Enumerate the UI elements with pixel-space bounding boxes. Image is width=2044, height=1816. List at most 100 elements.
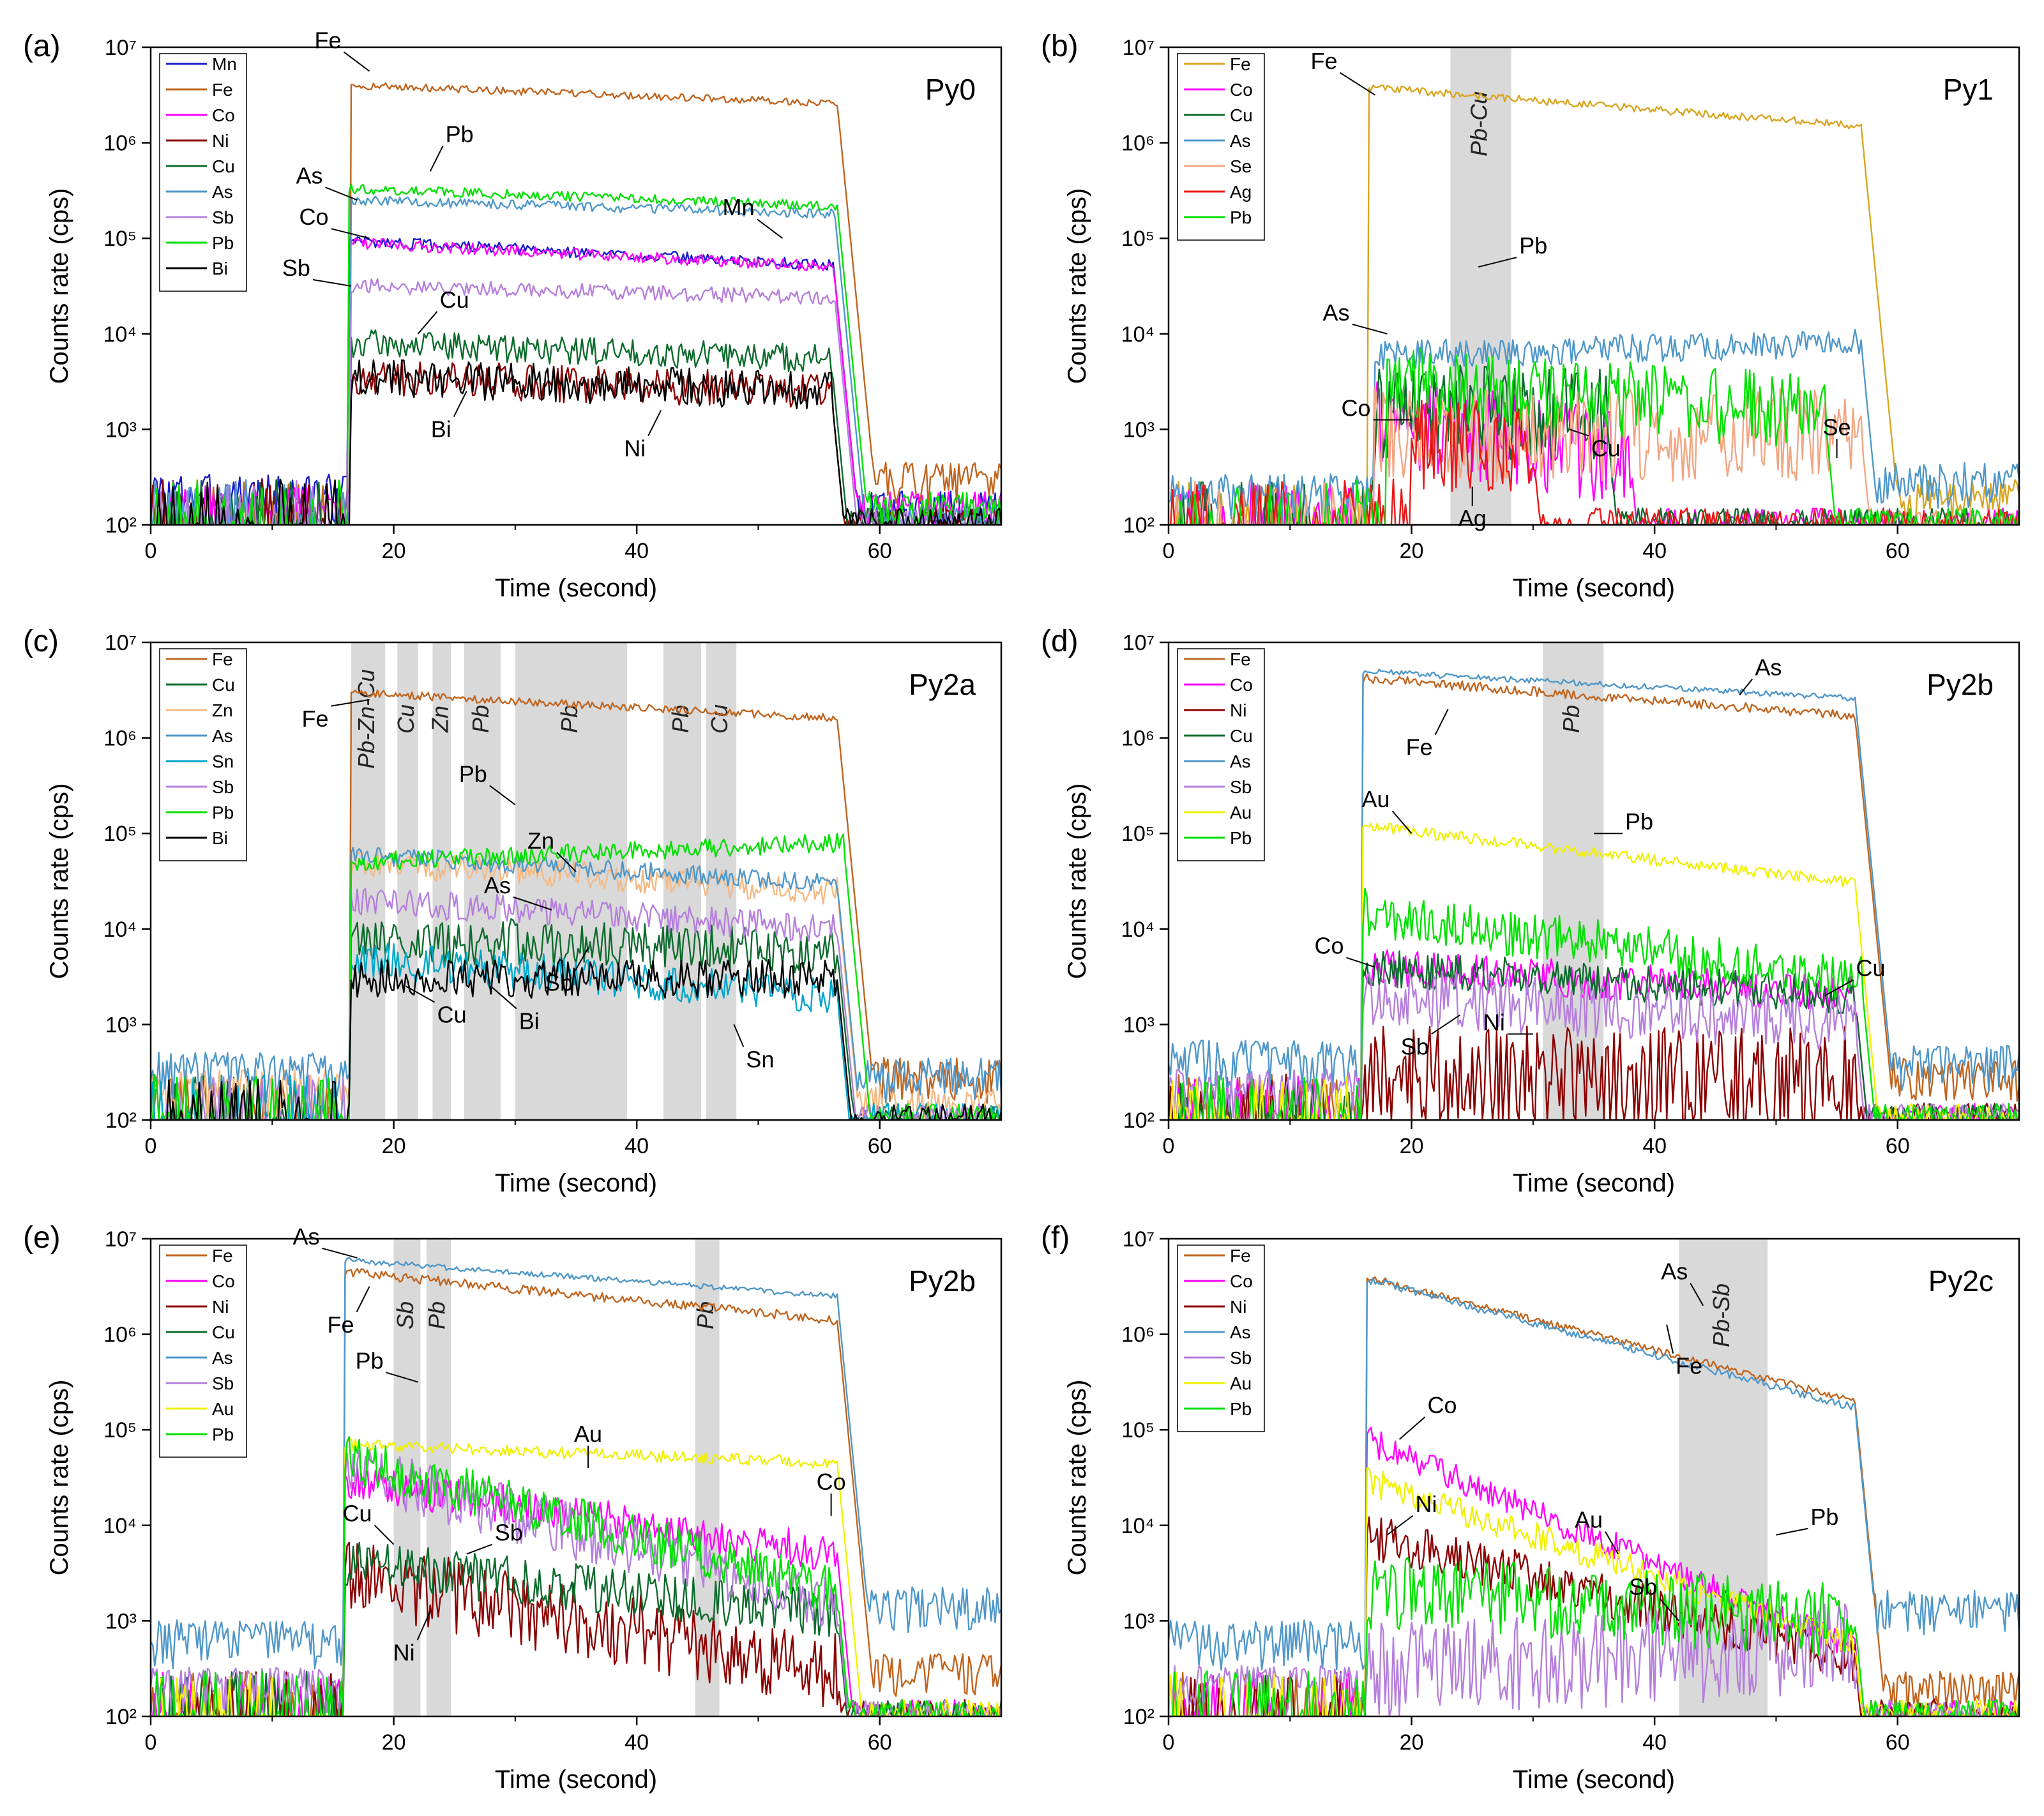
plot-frame [149,1237,1003,1718]
annotation-label: Sb [1401,1033,1429,1059]
x-tick-label: 60 [868,539,892,563]
plot-frame [149,641,1003,1121]
annotation-label: Au [1575,1507,1603,1533]
plot-frame [1167,46,2020,526]
series-line-as [1169,669,2019,1092]
series-line-sb [1169,971,2019,1120]
annotation-leader [405,985,435,1003]
series-line-ni [1169,1025,2019,1120]
legend-entry-pb: Pb [212,1425,234,1444]
x-tick-label: 20 [382,1134,406,1158]
annotation-leader [416,1611,431,1640]
annotation-leader [575,948,589,971]
x-axis-title: Time (second) [1513,1766,1675,1794]
y-axis-title: Counts rate (cps) [1063,1380,1091,1576]
band-label: Pb [423,1301,450,1329]
series-line-sn [151,942,1001,1120]
series-lines [151,1257,1001,1716]
annotation-leader [331,699,370,707]
y-tick-label: 10² [1123,1705,1154,1729]
inclusion-band [515,642,627,1120]
legend-entry-pb: Pb [1230,1399,1252,1419]
annotation-leader [417,311,438,335]
series-line-bi [151,959,1001,1120]
annotation-label: Fe [314,27,341,53]
annotation-label: Ni [1416,1491,1437,1517]
legend-entry-sb: Sb [1230,777,1252,797]
x-axis-title: Time (second) [495,574,657,602]
annotation-leader [1824,979,1854,997]
series-line-ni [1169,1516,2019,1716]
panel-label: (d) [1041,624,1079,658]
annotation-leader [325,186,358,201]
x-tick-label: 40 [1642,1134,1667,1158]
y-tick-label: 10⁴ [103,918,137,942]
y-tick-label: 10² [105,1705,137,1729]
series-line-cu [151,1541,1001,1716]
annotation-leader [556,852,577,872]
series-line-ni [151,359,1001,525]
y-tick-label: 10⁷ [1123,1227,1154,1252]
annotation-leader [1398,1416,1426,1440]
series-lines [151,82,1001,525]
legend-entry-au: Au [1230,803,1252,822]
legend-box [1177,1245,1265,1432]
x-tick-label: 0 [1163,1134,1175,1158]
annotation-label: Au [574,1421,602,1447]
series-line-fe [1169,673,2019,1120]
legend-entry-sb: Sb [212,1373,234,1393]
y-tick-label: 10⁵ [1121,227,1154,251]
annotation-leader [513,896,552,911]
annotation-label: Fe [301,706,328,732]
legend-entry-sb: Sb [1230,1348,1252,1368]
annotation-label: As [292,1223,319,1250]
y-tick-label: 10⁴ [103,322,137,347]
annotation-label: Co [1342,395,1371,421]
legend-entry-fe: Fe [212,80,233,100]
panel-label: (b) [1041,29,1079,63]
annotation-leader [1346,957,1375,968]
legend-entry-fe: Fe [212,1246,233,1266]
annotation-label: As [1661,1259,1688,1285]
series-line-sb [151,888,1001,1120]
x-tick-label: 40 [625,1730,649,1755]
legend-entry-ni: Ni [1230,1297,1246,1317]
series-line-ni [151,1541,1001,1716]
annotation-leader [322,1247,358,1259]
legend-entry-as: As [212,726,233,746]
chart-panel-c: Pb-Zn-Cu Cu Zn Pb Pb Pb Cu0 20 40 6010²10³10⁴10⁵1… [23,624,1003,1197]
series-line-fe [151,1267,1001,1716]
legend-entry-ni: Ni [212,131,229,151]
series-line-cu [1169,365,2019,525]
legend-entry-co: Co [1230,80,1253,100]
panel-label: (e) [23,1221,61,1255]
chart-panel-b: Pb-Cu 0 20 40 60 10² 10³ 10⁴ 10⁵ 10⁶ 10⁷ Time (seco… [1041,29,2020,602]
legend-entry-as: As [1230,1322,1251,1342]
y-axis-title: Counts rate (cps) [45,783,73,980]
legend-entry-pb: Pb [212,803,234,822]
annotation-leader [312,279,352,287]
annotation-label: Se [1823,414,1851,440]
y-tick-label: 10⁶ [103,132,137,156]
series-line-sb [151,1449,1001,1716]
panel-title: Py2c [1928,1264,1994,1298]
annotation-label: Bi [519,1008,540,1034]
x-axis-title: Time (second) [1513,574,1675,602]
series-line-as [151,1257,1001,1670]
x-tick-label: 40 [625,539,649,563]
annotation-label: Co [1428,1392,1457,1418]
annotation-leader [756,218,784,239]
x-tick-label: 0 [1163,1730,1175,1755]
x-tick-label: 40 [1642,1730,1667,1755]
band-label: Pb [467,705,494,733]
chart-panel-d: Pb 0 20 40 60 10² 10³ 10⁴ 10⁵ 10⁶ 10⁷ Time (second)… [1041,624,2020,1197]
annotation-label: Pb [1625,808,1653,835]
y-tick-label: 10⁶ [1121,1323,1154,1347]
y-tick-label: 10⁷ [105,631,137,655]
legend: Fe Co Ni Cu As Sb Au Pb [159,1245,247,1458]
y-tick-label: 10⁴ [1121,322,1154,347]
legend-entry-se: Se [1230,156,1252,176]
annotation-label: Co [1314,933,1344,959]
annotation-label: Fe [1406,734,1433,760]
annotation-label: As [1322,299,1349,326]
